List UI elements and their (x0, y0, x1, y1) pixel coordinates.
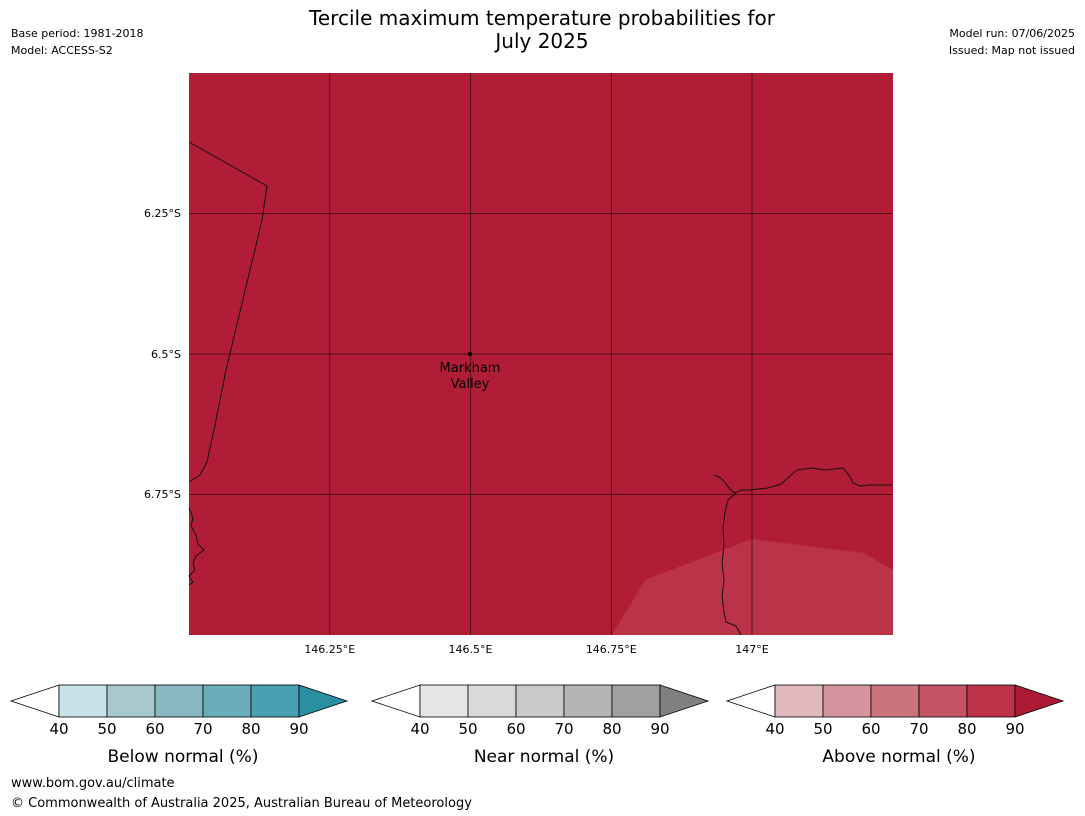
longitude-label: 146.75°E (586, 643, 637, 656)
colorbar-cell (515, 684, 565, 718)
colorbar-cell (966, 684, 1016, 718)
colorbar-cell (106, 684, 156, 718)
colorbar-tick-label: 60 (145, 720, 164, 738)
title-line-1: Tercile maximum temperature probabilitie… (309, 6, 775, 30)
map: Markham Valley 6.25°S 6.5°S 6.75°S 146.2… (144, 73, 893, 656)
colorbar-extension-low (370, 684, 421, 718)
issued-text: Issued: Map not issued (948, 44, 1075, 57)
place-marker (468, 352, 472, 356)
title-line-2: July 2025 (495, 29, 589, 53)
colorbar-cell (202, 684, 252, 718)
colorbar-title: Below normal (%) (108, 747, 259, 767)
colorbar-cell (467, 684, 517, 718)
gridlines (189, 73, 893, 635)
colorbar-tick-label: 90 (1005, 720, 1024, 738)
colorbar-cell (611, 684, 661, 718)
longitude-label: 146.25°E (304, 643, 355, 656)
base-period-text: Base period: 1981-2018 (11, 27, 144, 40)
longitude-label: 146.5°E (449, 643, 493, 656)
colorbar-cell (774, 684, 824, 718)
colorbar-tick-label: 60 (861, 720, 880, 738)
longitude-label: 147°E (735, 643, 768, 656)
colorbar-cell (419, 684, 469, 718)
colorbar-cell (58, 684, 108, 718)
colorbar-cell (918, 684, 968, 718)
colorbar-tick-label: 70 (193, 720, 212, 738)
colorbar-tick-label: 80 (602, 720, 621, 738)
model-text: Model: ACCESS-S2 (11, 44, 113, 57)
colorbar-tick-label: 80 (241, 720, 260, 738)
footer-copyright: © Commonwealth of Australia 2025, Austra… (11, 796, 472, 811)
colorbar-cell (870, 684, 920, 718)
colorbar-cell (250, 684, 300, 718)
colorbar-extension-high (659, 684, 710, 718)
colorbar-title: Near normal (%) (474, 747, 614, 767)
colorbar-cell (822, 684, 872, 718)
colorbar-tick-label: 90 (650, 720, 669, 738)
colorbar-tick-label: 90 (289, 720, 308, 738)
probability-zone (612, 539, 893, 635)
colorbar-tick-label: 50 (97, 720, 116, 738)
place-label-line-1: Markham (440, 361, 501, 376)
colorbar-tick-label: 80 (957, 720, 976, 738)
latitude-label: 6.25°S (144, 207, 181, 220)
latitude-label: 6.5°S (151, 348, 181, 361)
colorbar-tick-label: 50 (458, 720, 477, 738)
colorbar-tick-label: 70 (909, 720, 928, 738)
colorbar-extension-high (1014, 684, 1065, 718)
footer-url: www.bom.gov.au/climate (11, 776, 175, 791)
latitude-label: 6.75°S (144, 488, 181, 501)
colorbar-title: Above normal (%) (822, 747, 975, 767)
colorbar-tick-label: 60 (506, 720, 525, 738)
colorbar-cell (563, 684, 613, 718)
coastlines (188, 141, 893, 636)
colorbar-extension-low (9, 684, 60, 718)
coastline-west (188, 507, 205, 586)
colorbar-extension-high (298, 684, 349, 718)
map-title: Tercile maximum temperature probabilitie… (242, 7, 842, 53)
model-run-text: Model run: 07/06/2025 (949, 27, 1075, 40)
colorbar-tick-label: 50 (813, 720, 832, 738)
colorbar-tick-label: 40 (765, 720, 784, 738)
colorbar-tick-label: 40 (410, 720, 429, 738)
colorbar-cell (154, 684, 204, 718)
colorbar-tick-label: 40 (49, 720, 68, 738)
place-label-line-2: Valley (451, 377, 490, 392)
metadata-left: Base period: 1981-2018 Model: ACCESS-S2 (11, 25, 143, 59)
coastline-east (713, 467, 893, 494)
metadata-right: Model run: 07/06/2025 Issued: Map not is… (949, 25, 1075, 59)
colorbar-extension-low (725, 684, 776, 718)
border-line (188, 141, 268, 483)
colorbar-tick-label: 70 (554, 720, 573, 738)
river-line (721, 492, 742, 636)
